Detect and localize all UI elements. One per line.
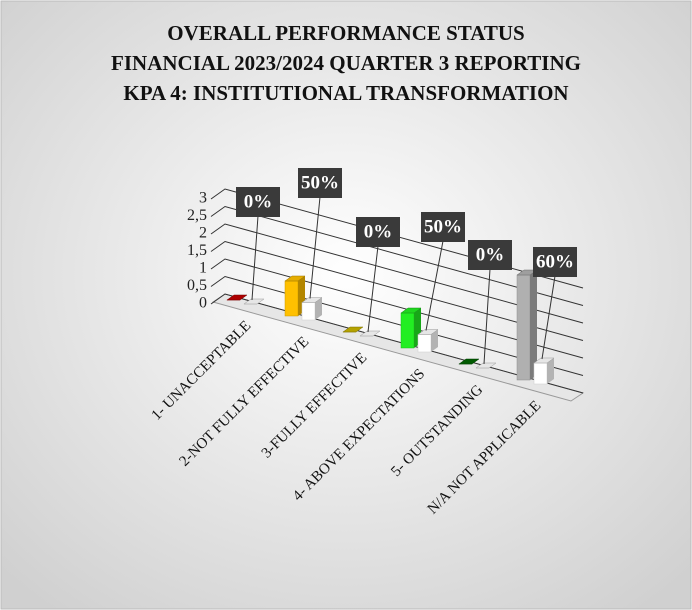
bar [458,358,480,365]
leader-line [251,215,259,301]
bar-top [458,358,480,365]
bar-top [342,326,364,333]
y-tick-label: 3 [199,190,207,207]
bar [516,269,538,381]
chart-title: FINANCIAL 2023/2024 QUARTER 3 REPORTING [111,51,581,75]
grid-line [210,275,584,376]
bar [417,329,439,353]
label-box [421,212,465,242]
bar [533,357,555,385]
data-label: 0% [244,191,273,212]
leader-line [367,245,379,333]
data-label: 50% [301,172,339,193]
bar [243,298,265,305]
bar-front [533,362,548,385]
data-label: 0% [476,244,505,265]
y-tick-label: 0,5 [187,277,207,294]
bar [359,330,381,337]
grid-line [210,188,584,289]
label-box [298,168,342,198]
grid-line [210,205,584,306]
bar-top [301,297,323,303]
leader-line [483,268,491,365]
bar-front [284,280,299,317]
leader-line [425,240,444,331]
bar-top [533,357,555,364]
bar-top [284,275,306,282]
y-tick-label: 2 [199,225,207,242]
bar-side [315,297,322,320]
data-label: 50% [424,216,462,237]
bar-side [530,270,537,380]
bar-front [301,302,316,321]
bar-side [431,329,438,352]
chart-title: KPA 4: INSTITUTIONAL TRANSFORMATION [123,81,568,105]
bar-top [226,294,248,301]
y-tick-label: 1 [199,260,207,277]
bar-top [243,298,265,305]
y-tick-label: 0 [199,295,207,312]
bar [342,326,364,333]
label-box [533,247,577,277]
bar-top [359,330,381,337]
label-box [468,240,512,270]
leader-line [309,196,321,299]
leader-line [541,275,556,360]
y-tick-label: 1,5 [187,242,207,259]
bar-side [547,358,554,384]
y-tick-label: 2,5 [187,207,207,224]
chart-title: OVERALL PERFORMANCE STATUS [167,21,524,45]
data-label: 0% [364,221,393,242]
bar [475,362,497,369]
bar-top [417,329,439,335]
bar [301,297,323,321]
bar-front [516,274,531,381]
bar-front [417,334,432,353]
bar-top [475,362,497,369]
grid-line [210,223,584,324]
label-box [236,187,280,217]
bar-front [400,312,415,349]
grid-line [210,240,584,341]
bar [226,294,248,301]
data-label: 60% [536,251,574,272]
grid-line [210,293,584,394]
grid-line [210,258,584,359]
label-box [356,217,400,247]
bar-top [400,307,422,314]
